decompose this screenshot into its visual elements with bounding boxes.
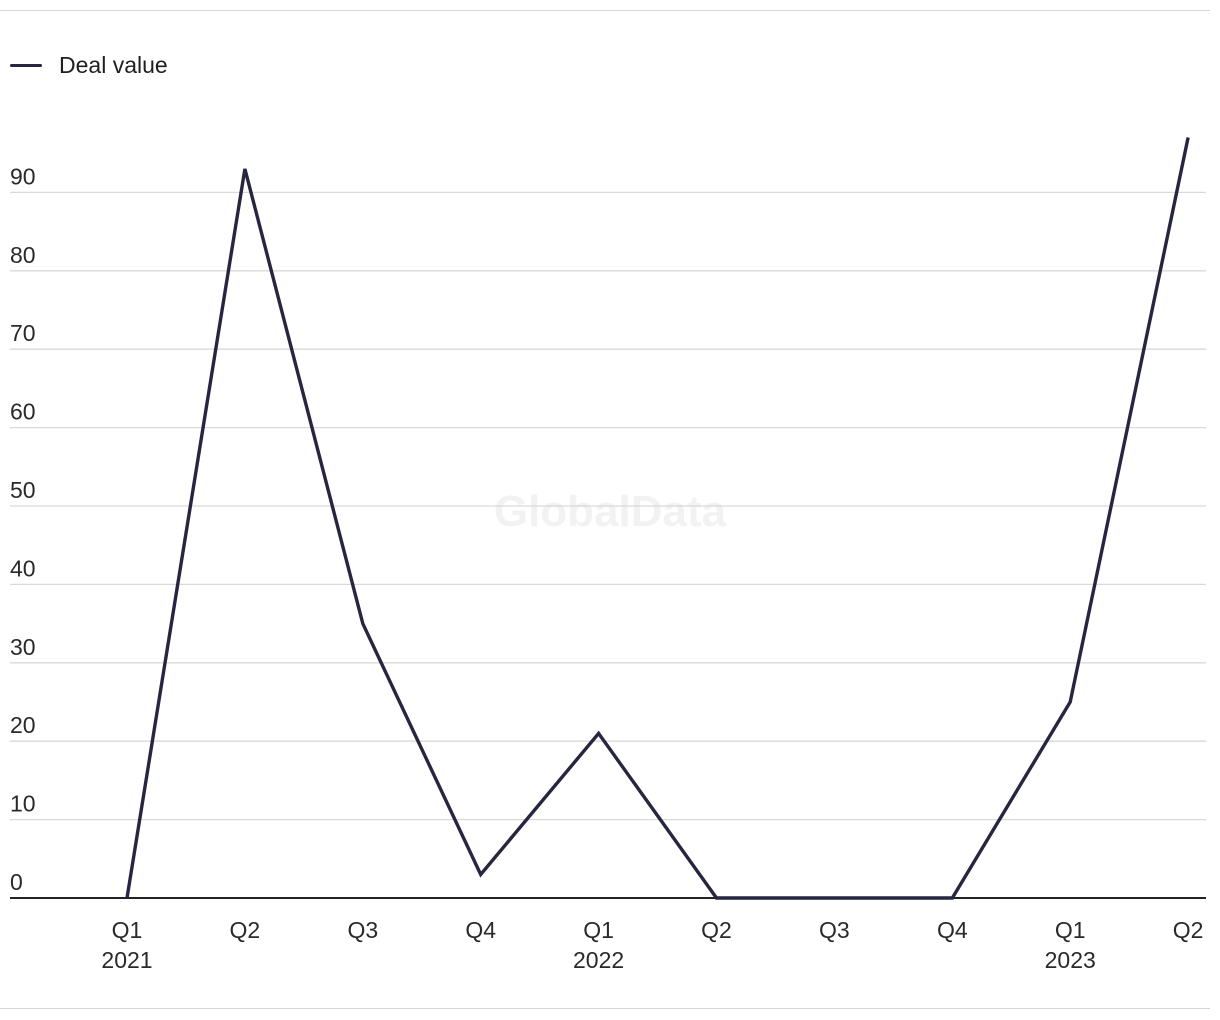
y-tick-label-60: 60: [10, 399, 36, 425]
x-tick-label: Q2: [701, 917, 732, 943]
x-axis-labels: Q1 2021 Q2 Q3 Q4 Q1 2022 Q2 Q3 Q4 Q1 2023 Q2: [101, 917, 1203, 973]
x-tick-year-label: 2021: [101, 947, 152, 973]
series-deal-value: [125, 137, 1190, 900]
legend: Deal value: [10, 52, 168, 79]
series-line-deal-value: [125, 137, 1190, 900]
x-tick-label: Q4: [937, 917, 968, 943]
y-tick-label-10: 10: [10, 791, 36, 817]
x-tick-label: Q1: [1055, 917, 1086, 943]
y-tick-label-40: 40: [10, 555, 36, 581]
x-tick-label: Q3: [347, 917, 378, 943]
y-tick-label-50: 50: [10, 477, 36, 503]
watermark-text: GlobalData: [494, 487, 727, 536]
legend-swatch-deal-value: [10, 64, 42, 67]
y-tick-label-30: 30: [10, 634, 36, 660]
gridlines: [10, 191, 1206, 821]
y-tick-label-90: 90: [10, 163, 36, 189]
bottom-rule: [0, 1008, 1210, 1009]
x-tick-label: Q2: [230, 917, 261, 943]
x-tick-label: Q4: [465, 917, 496, 943]
x-tick-year-label: 2022: [573, 947, 624, 973]
top-rule: [0, 10, 1210, 11]
y-tick-label-70: 70: [10, 320, 36, 346]
y-tick-label-0: 0: [10, 869, 23, 895]
x-tick-label: Q3: [819, 917, 850, 943]
y-tick-label-20: 20: [10, 712, 36, 738]
x-tick-label: Q1: [112, 917, 143, 943]
x-tick-year-label: 2023: [1045, 947, 1096, 973]
y-tick-label-80: 80: [10, 242, 36, 268]
legend-label-deal-value: Deal value: [59, 52, 168, 78]
x-tick-label: Q1: [583, 917, 614, 943]
y-axis-labels: 0 10 20 30 40 50 60 70 80 90: [10, 163, 36, 895]
x-tick-label: Q2: [1173, 917, 1204, 943]
